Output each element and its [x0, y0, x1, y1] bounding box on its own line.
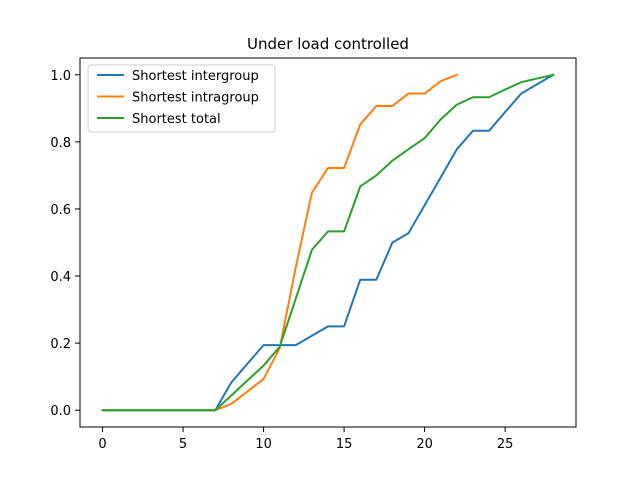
series-layer [101, 73, 555, 412]
y-tick-label: 0.6 [50, 203, 71, 218]
x-tick-label: 5 [179, 437, 187, 452]
legend-box [87, 64, 276, 133]
x-tick-label: 0 [98, 437, 106, 452]
x-tick-label: 10 [255, 437, 272, 452]
x-tick-label: 15 [336, 437, 353, 452]
legend-label-3: Shortest total [132, 112, 221, 127]
legend-label-1: Shortest intergroup [132, 69, 259, 84]
plot-frame [79, 57, 577, 428]
legend-label-2: Shortest intragroup [132, 91, 259, 106]
y-tick-label: 0.8 [50, 136, 71, 151]
y-tick-label: 1.0 [50, 69, 71, 84]
y-tick-label: 0.0 [50, 404, 71, 419]
legend: Shortest intergroup Shortest intragroup Sh… [87, 64, 276, 133]
y-tick-label: 0.2 [50, 337, 71, 352]
series-line-3 [101, 73, 555, 412]
chart-title: Under load controlled [247, 35, 409, 53]
x-tick-label: 25 [497, 437, 514, 452]
y-tick-label: 0.4 [50, 270, 71, 285]
axes-layer: 0 5 10 15 20 25 0.0 0.2 0.4 0.6 0.8 1.0 [50, 57, 577, 452]
x-tick-label: 20 [416, 437, 433, 452]
